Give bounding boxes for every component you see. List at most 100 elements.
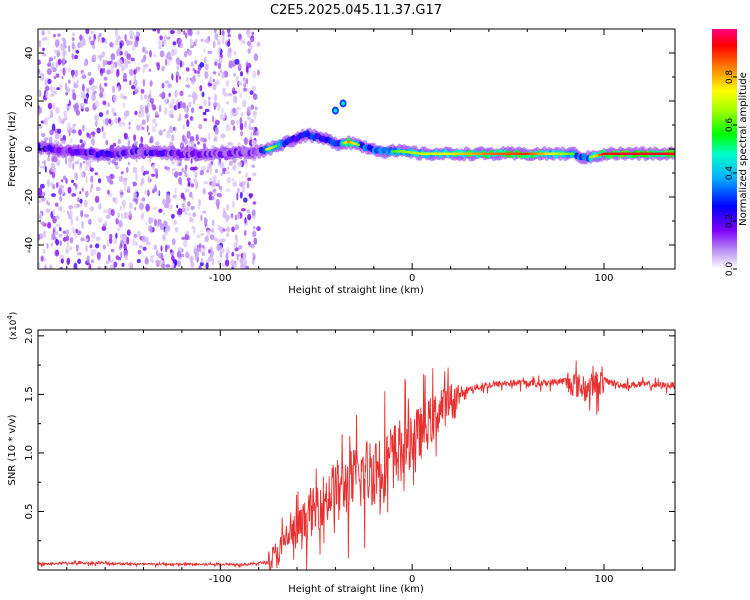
noise-point (206, 230, 211, 237)
noise-point (109, 264, 114, 269)
noise-point (243, 78, 246, 85)
noise-point (68, 100, 71, 107)
noise-point (102, 67, 106, 74)
noise-point (222, 228, 226, 232)
noise-point (47, 202, 51, 206)
noise-point (54, 39, 60, 48)
noise-point (71, 179, 74, 183)
noise-point (189, 116, 193, 121)
noise-point (146, 124, 149, 133)
noise-point (71, 124, 76, 131)
noise-point (193, 166, 198, 171)
noise-point (53, 49, 58, 55)
noise-point (85, 163, 88, 171)
noise-point (126, 236, 130, 245)
noise-point (207, 256, 213, 262)
noise-point (155, 141, 160, 146)
noise-point (93, 85, 98, 90)
noise-point (176, 29, 182, 35)
noise-point (184, 113, 189, 119)
noise-point (135, 173, 138, 182)
noise-point (147, 132, 151, 136)
noise-point (123, 205, 126, 211)
noise-point (56, 87, 60, 91)
noise-point (140, 58, 146, 63)
noise-point (222, 208, 226, 213)
noise-point (98, 178, 102, 184)
noise-point (238, 170, 241, 174)
noise-point (173, 171, 179, 178)
noise-point (236, 187, 240, 194)
noise-point (50, 166, 56, 173)
noise-point (94, 248, 97, 255)
noise-point (129, 80, 132, 86)
noise-point (134, 40, 139, 48)
noise-point (198, 123, 203, 130)
noise-point (159, 50, 165, 58)
noise-point (165, 55, 170, 59)
noise-point (205, 262, 209, 269)
noise-point (239, 122, 244, 131)
noise-point (75, 216, 79, 222)
noise-point (101, 226, 107, 231)
noise-point (114, 165, 120, 170)
noise-point (198, 265, 202, 269)
noise-point (45, 208, 51, 213)
noise-point (239, 191, 243, 199)
noise-point (83, 60, 87, 67)
noise-point (248, 120, 252, 129)
noise-point (232, 90, 238, 94)
noise-point (152, 187, 158, 192)
noise-point (98, 112, 104, 118)
noise-point (85, 175, 88, 184)
noise-point (191, 225, 195, 230)
noise-point (183, 239, 188, 248)
y-tick-label: 40 (24, 47, 35, 60)
noise-point (201, 251, 206, 257)
noise-point (237, 161, 243, 168)
noise-point (183, 206, 187, 214)
noise-point (79, 40, 84, 48)
noise-point (113, 261, 118, 268)
noise-point (203, 218, 208, 224)
noise-point (213, 93, 218, 102)
x-tick-label: 100 (594, 273, 613, 284)
noise-point (118, 120, 122, 128)
noise-point (120, 251, 123, 259)
noise-point (55, 215, 60, 220)
noise-point (237, 142, 241, 147)
noise-point (99, 92, 103, 98)
noise-point (52, 209, 56, 215)
noise-point (77, 197, 80, 203)
noise-point (55, 182, 59, 189)
noise-point (221, 108, 225, 114)
noise-point (62, 59, 66, 64)
noise-point (214, 61, 218, 66)
noise-point (144, 257, 149, 265)
noise-point (224, 170, 230, 175)
noise-point (123, 72, 127, 81)
noise-point (72, 32, 76, 37)
noise-point (42, 230, 47, 239)
noise-point (99, 38, 103, 45)
noise-point (40, 221, 45, 225)
noise-point (103, 76, 108, 81)
y-tick-label: 1.0 (24, 445, 35, 461)
noise-point (55, 107, 60, 114)
noise-point (159, 35, 163, 41)
noise-point (200, 232, 205, 236)
noise-point (107, 175, 112, 183)
noise-point (61, 37, 66, 42)
spectrogram-xlabel: Height of straight line (km) (288, 285, 424, 296)
noise-point (160, 245, 163, 252)
noise-point (168, 125, 174, 134)
noise-point (112, 94, 118, 102)
noise-point (236, 120, 240, 126)
noise-point (107, 189, 110, 195)
noise-point (219, 113, 225, 121)
noise-point (78, 129, 82, 136)
noise-point (171, 49, 175, 57)
noise-point (71, 129, 77, 134)
svg-text:(x104): (x104) (6, 312, 19, 340)
figure-title: C2E5.2025.045.11.37.G17 (270, 3, 442, 18)
